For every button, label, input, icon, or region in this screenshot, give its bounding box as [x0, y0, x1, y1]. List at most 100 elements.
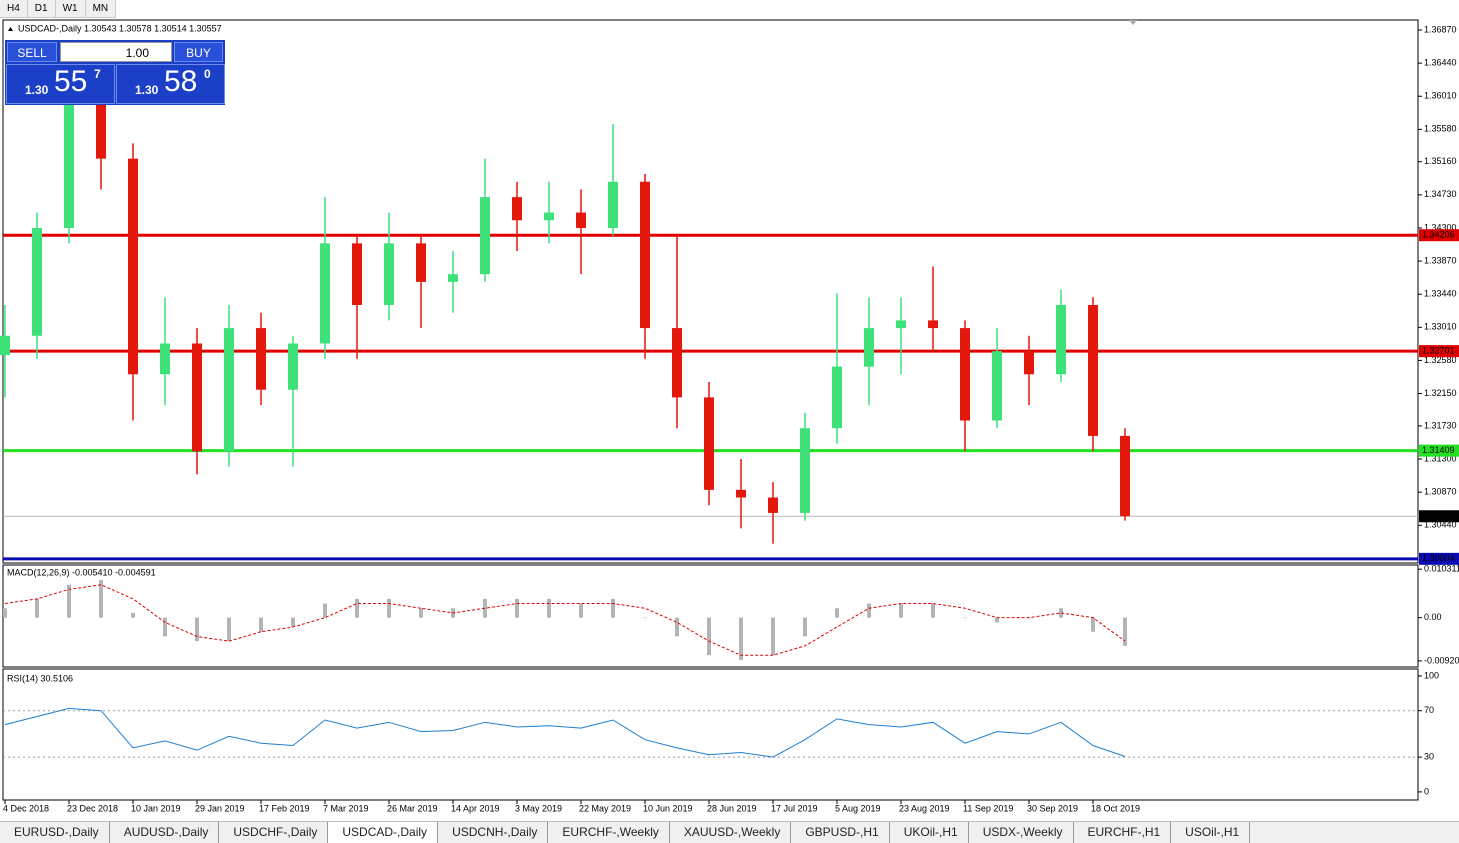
y-tick-label: 1.30440 [1424, 520, 1457, 530]
macd-bar [579, 603, 583, 618]
macd-bar [739, 617, 743, 660]
level-badge [1419, 552, 1459, 565]
lots-input[interactable]: 1.00 [60, 42, 172, 62]
buy-button[interactable]: BUY [174, 42, 223, 62]
x-tick-label: 17 Feb 2019 [259, 803, 310, 813]
y-tick-label: 1.32150 [1424, 388, 1457, 398]
candle-body [736, 489, 746, 498]
chart-tab[interactable]: EURUSD-,Daily [0, 822, 110, 843]
price-panel [2, 19, 1419, 564]
macd-bar [995, 617, 999, 623]
candle-body [320, 243, 330, 344]
timeframe-button[interactable]: D1 [28, 0, 56, 17]
chart-tab[interactable]: USDCHF-,Daily [219, 822, 329, 843]
timeframe-button[interactable]: W1 [56, 0, 86, 17]
candle-body [160, 343, 170, 375]
macd-bar [35, 598, 39, 618]
candle-body [832, 366, 842, 429]
macd-bar [259, 617, 263, 632]
macd-bar [227, 617, 231, 642]
candle-body [0, 335, 10, 356]
ask-big: 58 [164, 65, 198, 98]
macd-bar [3, 608, 7, 618]
bid-sup: 7 [94, 67, 101, 81]
macd-bar [675, 617, 679, 637]
macd-bar [1123, 617, 1127, 646]
macd-bar [1059, 608, 1063, 618]
candle-body [896, 320, 906, 329]
macd-bar [963, 617, 967, 619]
macd-bar [867, 603, 871, 618]
chart-tab[interactable]: USDX-,Weekly [969, 822, 1074, 843]
x-tick-label: 14 Apr 2019 [451, 803, 500, 813]
candle-body [384, 243, 394, 305]
candle-body [1056, 304, 1066, 375]
x-tick-label: 23 Dec 2018 [67, 803, 118, 813]
chart-tab[interactable]: UKOil-,H1 [890, 822, 969, 843]
x-tick-label: 22 May 2019 [579, 803, 631, 813]
macd-bar [195, 617, 199, 642]
y-tick-label: 1.33870 [1424, 255, 1457, 265]
macd-bar [99, 580, 103, 618]
level-label: 1.31409 [1422, 445, 1455, 455]
bid-price[interactable]: 1.30 55 7 [6, 64, 115, 104]
chart-tab[interactable]: EURCHF-,H1 [1074, 822, 1172, 843]
x-tick-label: 10 Jun 2019 [643, 803, 693, 813]
y-tick-label: 30 [1424, 751, 1434, 761]
macd-bar [1091, 617, 1095, 632]
chart-tab[interactable]: EURCHF-,Weekly [548, 822, 670, 843]
candle-body [32, 227, 42, 336]
chart-tab[interactable]: GBPUSD-,H1 [791, 822, 890, 843]
y-tick-label: 0.00 [1424, 612, 1442, 622]
timeframe-toolbar: H4 D1 W1 MN [0, 0, 117, 18]
y-tick-label: 1.36870 [1424, 24, 1457, 34]
chart-tab[interactable]: USOil-,H1 [1171, 822, 1251, 843]
candle-body [256, 328, 266, 390]
candle-body [1120, 435, 1130, 517]
candle-body [704, 397, 714, 490]
y-tick-label: 1.36440 [1424, 58, 1457, 68]
y-tick-label: 1.36010 [1424, 91, 1457, 101]
y-tick-label: 70 [1424, 705, 1434, 715]
x-tick-label: 5 Aug 2019 [835, 803, 881, 813]
chart-tab[interactable]: USDCAD-,Daily [328, 822, 439, 843]
macd-bar [483, 598, 487, 618]
x-tick-label: 4 Dec 2018 [3, 803, 49, 813]
candle-body [864, 328, 874, 367]
x-tick-label: 26 Mar 2019 [387, 803, 438, 813]
y-tick-label: 100 [1424, 670, 1439, 680]
timeframe-button[interactable]: MN [86, 0, 117, 17]
candle-body [640, 181, 650, 329]
candle-body [448, 274, 458, 282]
chart-tab[interactable]: USDCNH-,Daily [438, 822, 549, 843]
candle-body [352, 243, 362, 305]
macd-bar [131, 612, 135, 618]
level-badge [1419, 444, 1459, 457]
chart-tab[interactable]: XAUUSD-,Weekly [670, 822, 792, 843]
y-tick-label: 1.35160 [1424, 156, 1457, 166]
y-tick-label: 1.34730 [1424, 189, 1457, 199]
macd-bar [419, 608, 423, 618]
macd-bar [67, 584, 71, 618]
macd-bar [611, 598, 615, 618]
macd-bar [643, 617, 647, 619]
chart-tab[interactable]: AUDUSD-,Daily [110, 822, 220, 843]
x-tick-label: 30 Sep 2019 [1027, 803, 1078, 813]
x-tick-label: 3 May 2019 [515, 803, 562, 813]
ask-price[interactable]: 1.30 58 0 [116, 64, 225, 104]
macd-bar [835, 608, 839, 618]
y-tick-label: 1.33010 [1424, 322, 1457, 332]
rsi-title: RSI(14) 30.5106 [7, 673, 73, 683]
y-tick-label: 1.31300 [1424, 453, 1457, 463]
macd-bar [547, 598, 551, 618]
timeframe-button[interactable]: H4 [0, 0, 28, 17]
sell-button[interactable]: SELL [7, 42, 57, 62]
bid-prefix: 1.30 [25, 83, 49, 97]
candle-body [672, 328, 682, 398]
one-click-trading: SELL 1.00 BUY 1.30 55 7 1.30 58 0 [5, 40, 225, 105]
bid-big: 55 [54, 65, 88, 98]
y-tick-label: 1.31730 [1424, 420, 1457, 430]
candle-body [768, 497, 778, 513]
y-tick-label: 0.010311 [1424, 564, 1459, 574]
